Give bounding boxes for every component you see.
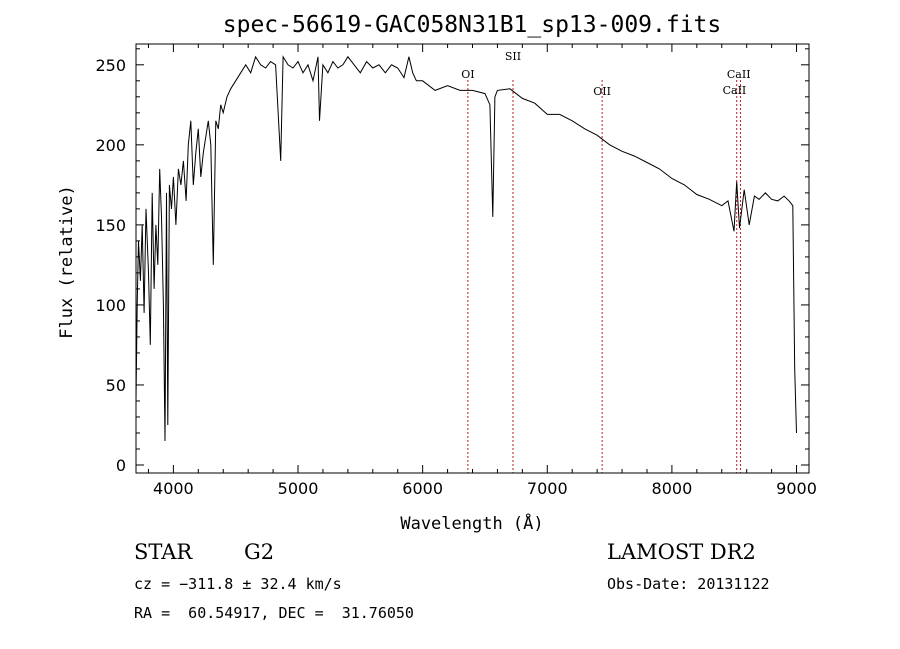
chart-title: spec-56619-GAC058N31B1_sp13-009.fits xyxy=(223,12,722,38)
survey-name: LAMOST DR2 xyxy=(607,540,756,564)
y-tick-label: 250 xyxy=(95,56,126,75)
object-subclass: G2 xyxy=(244,540,275,564)
line-label-oii: OII xyxy=(593,85,611,98)
line-label-sii: SII xyxy=(505,50,521,63)
spectrum-chart: spec-56619-GAC058N31B1_sp13-009.fits OI S… xyxy=(57,12,817,534)
spectrum-series xyxy=(135,55,797,442)
spectrum-line xyxy=(135,55,797,442)
sky-coordinates: RA = 60.54917, DEC = 31.76050 xyxy=(134,604,414,622)
x-tick-label: 9000 xyxy=(776,479,817,498)
line-label-caii: CaII xyxy=(727,68,751,81)
x-tick-label: 8000 xyxy=(652,479,693,498)
object-class: STAR xyxy=(134,540,193,564)
y-tick-label: 50 xyxy=(106,376,126,395)
x-tick-label: 7000 xyxy=(527,479,568,498)
x-tick-label: 5000 xyxy=(278,479,319,498)
x-tick-label: 4000 xyxy=(153,479,194,498)
observation-date: Obs-Date: 20131122 xyxy=(607,575,770,593)
x-axis: 4000 5000 6000 7000 8000 9000 xyxy=(147,44,817,498)
x-tick-label: 6000 xyxy=(402,479,443,498)
line-label-oi: OI xyxy=(461,68,474,81)
x-axis-label: Wavelength (Å) xyxy=(400,512,543,534)
plot-frame xyxy=(135,43,810,474)
y-tick-label: 200 xyxy=(95,136,126,155)
spectral-line-markers: OI SII OII CaII CaII xyxy=(461,50,751,473)
redshift-velocity: cz = −311.8 ± 32.4 km/s xyxy=(134,575,342,593)
y-tick-label: 150 xyxy=(95,216,126,235)
y-axis-label: Flux (relative) xyxy=(57,185,77,339)
y-axis: 0 50 100 150 200 250 xyxy=(95,48,809,475)
line-label-caii: CaII xyxy=(723,84,747,97)
y-tick-label: 0 xyxy=(116,456,126,475)
y-tick-label: 100 xyxy=(95,296,126,315)
